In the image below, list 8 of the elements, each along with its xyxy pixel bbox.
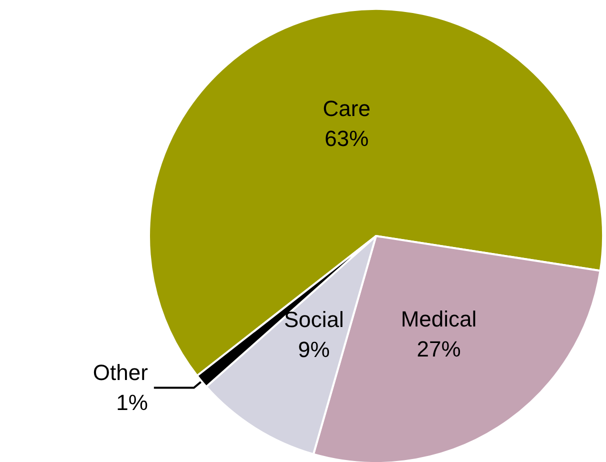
data-label: 27% (416, 336, 461, 362)
data-label: 1% (116, 390, 148, 416)
slice-label: Medical (400, 306, 477, 332)
slice-label: Care (322, 96, 370, 121)
slice-label: Other (92, 360, 148, 386)
slice-label: Social (284, 307, 344, 332)
data-label: 63% (324, 126, 369, 151)
data-label: 9% (298, 337, 330, 362)
